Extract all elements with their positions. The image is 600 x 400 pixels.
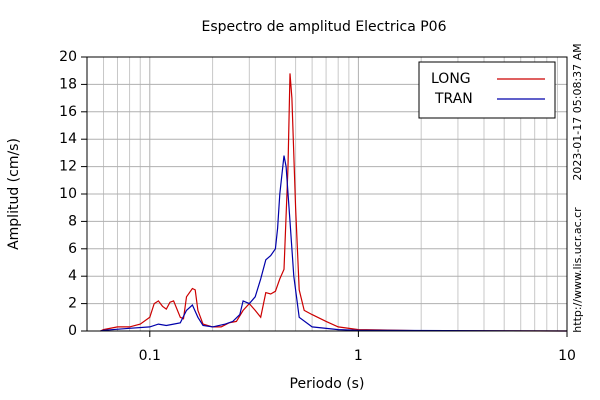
series-line [100,73,568,332]
legend-box [418,61,556,119]
y-tick-label: 14 [59,131,77,147]
source-url: http://www.lis.ucr.ac.cr [571,207,584,333]
y-axis-label: Amplitud (cm/s) [6,138,22,250]
chart-title: Espectro de amplitud Electrica P06 [202,19,447,35]
y-tick-label: 2 [68,296,77,312]
legend-label: LONG [431,71,471,87]
x-tick-label: 10 [558,348,576,364]
plot-frame [86,56,568,332]
x-tick-label: 0.1 [139,348,161,364]
x-axis-label: Periodo (s) [290,376,365,392]
series-line [100,155,568,332]
timestamp: 2023-01-17 05:08:37 AM [571,43,584,180]
y-tick-label: 18 [59,76,77,92]
y-tick-label: 16 [59,104,77,120]
y-tick-label: 6 [68,241,77,257]
y-tick-label: 4 [68,268,77,284]
y-tick-label: 8 [68,213,77,229]
y-tick-label: 12 [59,159,77,175]
legend-label: TRAN [434,91,473,107]
x-tick-label: 1 [354,348,363,364]
y-tick-label: 10 [59,186,77,202]
y-tick-label: 0 [68,323,77,339]
y-tick-label: 20 [59,49,77,65]
